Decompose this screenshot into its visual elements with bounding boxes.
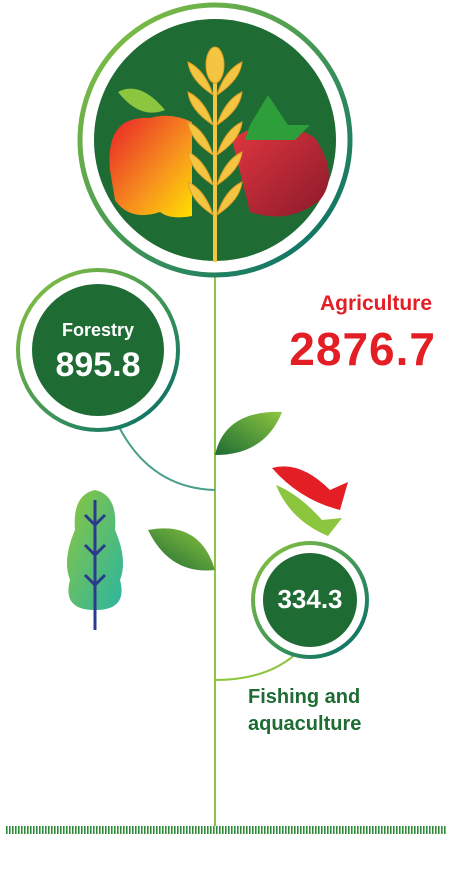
agriculture-label: Agriculture xyxy=(320,292,432,316)
fishing-label: Fishing and aquaculture xyxy=(248,684,398,738)
forestry-label: Forestry xyxy=(48,320,148,341)
leaf xyxy=(215,412,282,455)
leaf xyxy=(148,528,215,570)
forestry-value: 895.8 xyxy=(38,346,158,385)
infographic: Agriculture 2876.7 Forestry 895.8 334.3 … xyxy=(0,0,450,893)
illustration xyxy=(0,0,450,893)
fishing-value: 334.3 xyxy=(262,584,358,615)
apple xyxy=(110,116,193,218)
fish xyxy=(272,466,348,510)
agriculture-value: 2876.7 xyxy=(289,322,436,376)
ground-ticks xyxy=(5,826,447,834)
branch xyxy=(118,425,215,490)
branch xyxy=(215,650,300,680)
